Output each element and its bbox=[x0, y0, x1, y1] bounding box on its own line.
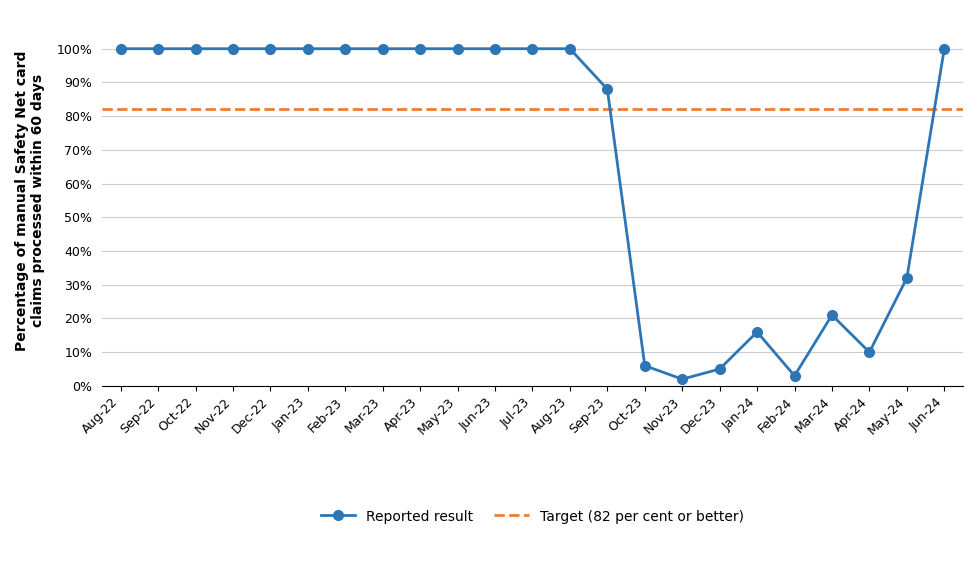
Reported result bbox=[339, 46, 351, 52]
Reported result bbox=[863, 349, 874, 356]
Reported result bbox=[376, 46, 388, 52]
Target (82 per cent or better) bbox=[114, 106, 126, 113]
Reported result bbox=[114, 46, 126, 52]
Line: Reported result: Reported result bbox=[115, 44, 948, 384]
Reported result bbox=[750, 329, 762, 336]
Reported result bbox=[787, 372, 799, 379]
Y-axis label: Percentage of manual Safety Net card
claims processed within 60 days: Percentage of manual Safety Net card cla… bbox=[15, 50, 45, 351]
Reported result bbox=[264, 46, 276, 52]
Reported result bbox=[190, 46, 201, 52]
Reported result bbox=[900, 275, 912, 282]
Reported result bbox=[152, 46, 164, 52]
Reported result bbox=[488, 46, 500, 52]
Reported result bbox=[638, 362, 650, 369]
Legend: Reported result, Target (82 per cent or better): Reported result, Target (82 per cent or … bbox=[315, 504, 749, 529]
Reported result bbox=[713, 365, 725, 372]
Reported result bbox=[826, 312, 837, 319]
Reported result bbox=[414, 46, 426, 52]
Reported result bbox=[526, 46, 537, 52]
Reported result bbox=[227, 46, 238, 52]
Reported result bbox=[302, 46, 314, 52]
Target (82 per cent or better) bbox=[152, 106, 164, 113]
Reported result bbox=[938, 46, 950, 52]
Reported result bbox=[601, 86, 613, 92]
Reported result bbox=[676, 376, 688, 382]
Reported result bbox=[451, 46, 463, 52]
Reported result bbox=[564, 46, 575, 52]
